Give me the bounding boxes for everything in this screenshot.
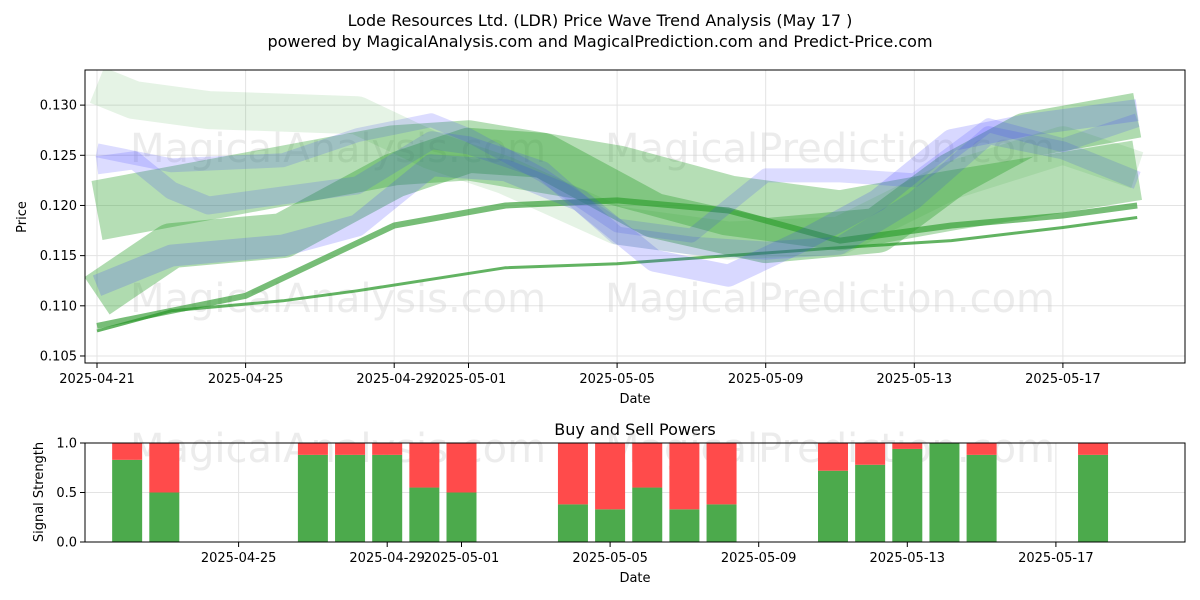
price-wave-series-1 [96, 216, 1138, 333]
sell-power-bar [632, 443, 663, 488]
watermark: MagicalAnalysis.com [130, 276, 546, 322]
price-wave-bands [85, 70, 1144, 333]
price-wave-series-5 [95, 126, 1141, 260]
price-wave-series-6 [92, 99, 1139, 296]
sell-power-bar [446, 443, 477, 493]
sell-power-bar [818, 443, 848, 471]
sell-power-bar [1078, 443, 1109, 455]
figure-subtitle: powered by MagicalAnalysis.com and Magic… [267, 32, 932, 51]
buy-sell-y-tick-label: 1.0 [56, 437, 77, 452]
price-y-tick-label: 0.125 [40, 149, 77, 164]
buy-power-bar [669, 509, 700, 542]
buy-power-bar [632, 487, 663, 542]
sell-power-bar [149, 443, 180, 493]
buy-sell-x-tick-label: 2025-05-01 [424, 551, 500, 566]
buy-power-bar [818, 470, 848, 542]
sell-power-bar [372, 443, 403, 455]
buy-power-bar [595, 509, 626, 542]
price-wave-series-4 [85, 93, 1142, 315]
price-x-tick-label: 2025-05-09 [728, 372, 804, 387]
price-x-tick-label: 2025-04-29 [356, 372, 432, 387]
sell-power-bar [892, 443, 923, 449]
buy-power-bar [335, 454, 366, 542]
buy-power-bar [855, 464, 886, 542]
price-axes-frame [84, 69, 1186, 364]
price-x-ticks: 2025-04-21 2025-04-25 2025-04-292025-05-01… [59, 363, 1101, 387]
buy-sell-x-tick-label: 2025-04-25 [201, 551, 277, 566]
sell-power-bar [557, 443, 588, 505]
sell-power-bar [966, 443, 997, 455]
price-watermarks: MagicalAnalysis.com MagicalPrediction.com… [130, 126, 1055, 322]
buy-power-bar [557, 504, 588, 542]
buy-power-bar [966, 454, 997, 542]
price-series-group [85, 70, 1144, 333]
sell-power-bar [706, 443, 737, 505]
price-y-tick-label: 0.130 [40, 99, 77, 114]
buy-sell-x-tick-label: 2025-05-17 [1018, 551, 1094, 566]
buy-power-bar [1078, 454, 1109, 542]
watermark: MagicalPrediction.com [605, 276, 1055, 322]
buy-sell-y-tick-label: 0.0 [56, 536, 77, 551]
figure-title: Lode Resources Ltd. (LDR) Price Wave Tre… [348, 11, 853, 30]
sell-power-bar [595, 443, 626, 510]
price-y-tick-label: 0.115 [40, 249, 77, 264]
buy-power-bar [892, 448, 923, 542]
buy-power-bar [409, 487, 440, 542]
sell-power-bar [855, 443, 886, 465]
price-x-tick-label: 2025-04-25 [208, 372, 284, 387]
price-y-tick-label: 0.120 [40, 199, 77, 214]
buy-sell-x-tick-label: 2025-04-29 [349, 551, 425, 566]
buy-sell-bars [112, 443, 1109, 542]
buy-sell-x-tick-label: 2025-05-05 [572, 551, 648, 566]
price-grid [85, 70, 1185, 363]
buy-power-bar [112, 459, 143, 542]
sell-power-bar [112, 443, 143, 460]
price-y-tick-label: 0.110 [40, 299, 77, 314]
buy-sell-x-tick-label: 2025-05-09 [721, 551, 797, 566]
sell-power-bar [335, 443, 366, 455]
buy-power-bar [149, 492, 180, 542]
price-x-tick-label: 2025-05-13 [877, 372, 953, 387]
buy-sell-x-label: Date [619, 571, 650, 586]
buy-power-bar [929, 443, 960, 542]
buy-power-bar [706, 504, 737, 542]
price-y-ticks: 0.105 0.110 0.115 0.120 0.125 0.130 [40, 99, 85, 364]
buy-sell-y-ticks: 0.0 0.5 1.0 [56, 437, 85, 551]
buy-sell-y-tick-label: 0.5 [56, 486, 77, 501]
buy-power-bar [446, 492, 477, 542]
price-chart: MagicalAnalysis.com MagicalPrediction.com… [15, 69, 1186, 407]
watermark: MagicalPrediction.com [605, 126, 1055, 172]
watermark: MagicalAnalysis.com [130, 126, 546, 172]
price-x-tick-label: 2025-04-21 [59, 372, 135, 387]
sell-power-bar [669, 443, 700, 510]
sell-power-bar [297, 443, 328, 455]
price-y-tick-label: 0.105 [40, 349, 77, 364]
buy-sell-chart: Buy and Sell Powers MagicalAnalysis.comM… [32, 420, 1186, 586]
buy-sell-title: Buy and Sell Powers [554, 420, 716, 439]
buy-sell-y-label: Signal Strength [32, 442, 47, 542]
price-y-label: Price [15, 201, 30, 233]
price-wave-series-8 [89, 70, 1144, 260]
price-x-tick-label: 2025-05-05 [579, 372, 655, 387]
buy-power-bar [372, 454, 403, 542]
price-wave-series-2 [96, 197, 1138, 329]
price-wave-series-7 [95, 113, 1140, 243]
price-x-label: Date [619, 392, 650, 407]
price-wave-series-3 [91, 120, 1142, 251]
price-x-tick-label: 2025-05-01 [431, 372, 507, 387]
buy-power-bar [297, 454, 328, 542]
price-x-tick-label: 2025-05-17 [1025, 372, 1101, 387]
buy-sell-x-tick-label: 2025-05-13 [870, 551, 946, 566]
sell-power-bar [409, 443, 440, 488]
